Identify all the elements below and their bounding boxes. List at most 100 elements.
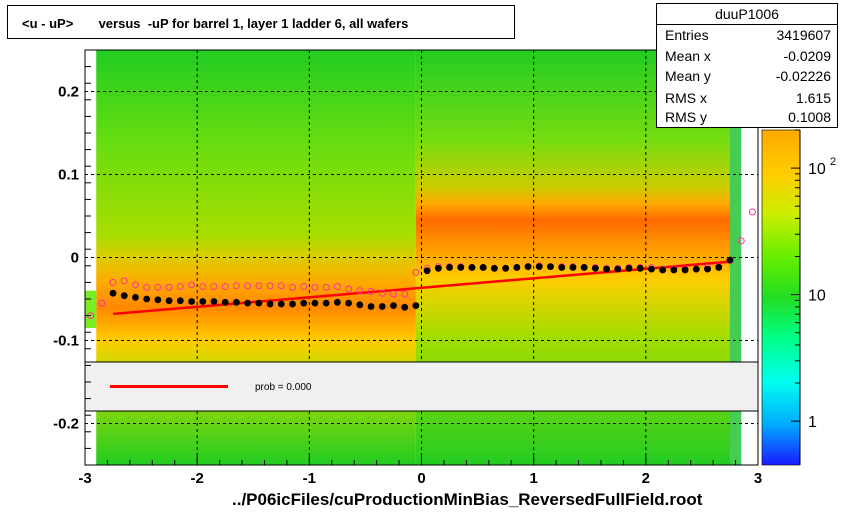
stat-row-entries: Entries 3419607 [665, 25, 831, 46]
rms-point [389, 290, 397, 298]
y-tick-label: 0 [71, 250, 79, 267]
mean-point [176, 297, 184, 305]
stat-label: Entries [665, 27, 709, 43]
mean-point [266, 300, 274, 308]
rms-point [322, 283, 330, 291]
stat-value: -0.0209 [783, 48, 831, 64]
mean-point [401, 303, 409, 311]
mean-point [367, 303, 375, 310]
rms-point [188, 281, 196, 289]
stat-row-mean-y: Mean y -0.02226 [665, 66, 831, 87]
mean-point [636, 264, 644, 272]
colorbar [762, 130, 800, 465]
stat-value: 1.615 [795, 90, 831, 106]
mean-point [199, 298, 207, 305]
rms-point [401, 290, 409, 298]
stat-value: 0.1008 [788, 109, 831, 125]
x-tick-label: -1 [303, 470, 316, 487]
mean-point [670, 266, 678, 274]
mean-point [233, 298, 240, 306]
mean-point [289, 300, 296, 308]
mean-point [434, 264, 442, 272]
mean-point [659, 266, 667, 274]
rms-point [221, 283, 229, 291]
rms-point [255, 282, 263, 290]
mean-point [210, 298, 218, 305]
x-tick-label: 1 [529, 470, 537, 487]
stat-label: RMS x [665, 90, 707, 106]
rms-point [277, 282, 285, 290]
mean-point [345, 299, 352, 307]
mean-point [479, 264, 487, 271]
stat-label: RMS y [665, 109, 707, 125]
mean-point [120, 292, 128, 300]
stats-box: duuP1006 Entries 3419607 Mean x -0.0209 … [656, 3, 838, 128]
mean-point [132, 293, 139, 301]
mean-point [726, 256, 734, 264]
mean-point [356, 301, 364, 309]
mean-point [558, 264, 566, 271]
mean-point [502, 264, 510, 272]
mean-point [322, 299, 330, 307]
rms-point [210, 283, 218, 291]
mean-point [143, 295, 151, 303]
y-tick-label: 0.1 [58, 167, 79, 184]
x-tick-label: -3 [78, 470, 91, 487]
mean-point [614, 265, 622, 273]
colorbar-exponent: 2 [830, 156, 836, 168]
stat-label: Mean y [665, 68, 711, 84]
y-tick-label: -0.2 [53, 416, 79, 433]
rms-point [356, 287, 364, 295]
mean-point [244, 299, 252, 307]
mean-point [221, 298, 229, 306]
mean-point [165, 297, 173, 305]
rms-point [199, 283, 207, 291]
mean-point [390, 302, 397, 310]
rms-point [98, 299, 106, 307]
rms-point [176, 283, 184, 291]
mean-point [311, 299, 319, 307]
rms-point [232, 282, 240, 290]
mean-point [446, 264, 453, 271]
mean-point [681, 266, 689, 274]
mean-point [648, 265, 655, 273]
mean-point [513, 264, 521, 271]
x-tick-label: -2 [190, 470, 203, 487]
mean-point [277, 300, 285, 308]
rms-point [120, 277, 128, 285]
rms-point [412, 268, 420, 276]
stat-row-rms-y: RMS y 0.1008 [665, 107, 831, 128]
stat-row-rms-x: RMS x 1.615 [665, 88, 831, 109]
mean-point [569, 264, 577, 271]
mean-point [591, 264, 599, 272]
mean-point [524, 263, 532, 271]
legend-fit-label: prob = 0.000 [255, 382, 312, 393]
y-tick-label: 0.2 [58, 84, 79, 101]
colorbar-tick-label: 1 [808, 414, 817, 431]
mean-point [378, 303, 386, 310]
mean-point [457, 264, 465, 271]
rms-point [311, 283, 319, 291]
rms-point [131, 281, 139, 289]
rms-point [165, 283, 173, 291]
title-box: <u - uP> versus -uP for barrel 1, layer … [7, 5, 515, 39]
file-path-footer: ../P06icFiles/cuProductionMinBias_Revers… [232, 490, 703, 509]
y-tick-label: -0.1 [53, 333, 79, 350]
mean-point [154, 296, 162, 304]
mean-point [547, 263, 554, 271]
x-tick-label: 3 [754, 470, 762, 487]
chart-title: <u - uP> versus -uP for barrel 1, layer … [22, 16, 409, 31]
mean-point [255, 299, 263, 307]
mean-point [715, 264, 723, 271]
mean-point [704, 265, 711, 273]
mean-point [412, 302, 420, 310]
stat-value: -0.02226 [775, 68, 831, 84]
rms-point [300, 283, 308, 291]
rms-point [266, 282, 274, 290]
colorbar-tick-label: 10 [808, 288, 826, 305]
stat-row-mean-x: Mean x -0.0209 [665, 46, 831, 67]
rms-point [333, 283, 341, 291]
mean-point [625, 264, 633, 272]
rms-point [154, 283, 162, 291]
mean-point [423, 267, 431, 275]
